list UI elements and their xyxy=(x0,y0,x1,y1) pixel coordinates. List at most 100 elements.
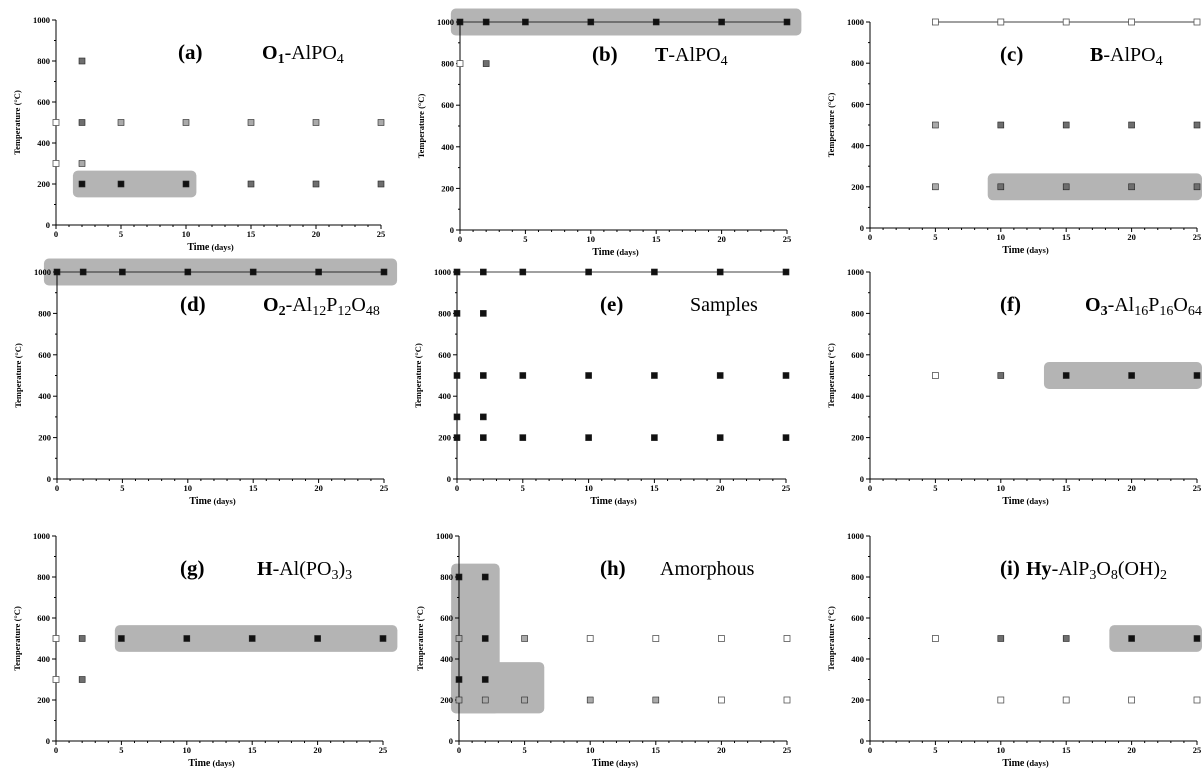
y-tick-label: 1000 xyxy=(33,531,50,541)
panel-title-part: (OH) xyxy=(1118,558,1160,580)
y-axis-label: Temperature (°C) xyxy=(826,343,836,408)
x-tick-label: 10 xyxy=(997,232,1006,242)
x-axis-label-unit: (days) xyxy=(1024,758,1048,768)
panel-e: 0 200 400 600 800 1000 0 5 10 15 20 25 Temperature (… xyxy=(413,267,790,507)
data-point xyxy=(247,180,255,188)
data-point xyxy=(117,180,125,188)
x-axis-label: Time (days) xyxy=(1002,496,1049,507)
data-point xyxy=(586,635,594,642)
data-point xyxy=(480,268,487,276)
x-axis-label: Time (days) xyxy=(187,242,234,253)
panel-title: O2-Al12P12O48 xyxy=(263,294,380,319)
panel-title-part: -Al xyxy=(286,294,313,316)
x-tick-label: 0 xyxy=(868,745,872,755)
x-axis-label: Time (days) xyxy=(1002,758,1049,769)
data-point xyxy=(119,268,126,276)
x-axis-label-main: Time xyxy=(189,496,212,507)
data-point xyxy=(249,268,257,276)
y-tick-label: 1000 xyxy=(33,15,50,25)
panel-i: 0 200 400 600 800 1000 0 5 10 15 20 25 Temperature (… xyxy=(826,531,1202,769)
panel-title-part: O xyxy=(351,294,365,316)
panel-title-part: 16 xyxy=(1159,304,1173,319)
y-tick-label: 600 xyxy=(851,350,864,360)
data-point xyxy=(453,310,461,317)
panel-f: 0 200 400 600 800 1000 0 5 10 15 20 25 Temperature (… xyxy=(826,267,1202,507)
x-tick-label: 15 xyxy=(650,483,659,493)
y-tick-label: 400 xyxy=(851,391,864,401)
y-tick-label: 800 xyxy=(851,572,864,582)
panel-title-part: Hy xyxy=(1026,558,1052,580)
y-tick-label: 200 xyxy=(851,182,864,192)
y-tick-label: 1000 xyxy=(437,17,454,27)
x-tick-label: 25 xyxy=(783,234,792,244)
data-point xyxy=(585,268,592,276)
data-point xyxy=(453,268,461,276)
y-tick-label: 600 xyxy=(37,613,50,623)
data-point xyxy=(718,696,725,704)
data-point xyxy=(480,310,487,317)
y-axis-label: Temperature (°C) xyxy=(12,606,22,671)
panel-title-part: 4 xyxy=(1156,54,1163,69)
data-point xyxy=(1128,121,1135,129)
panel-d: 0 200 400 600 800 1000 0 5 10 15 20 25 Temperature (… xyxy=(13,258,398,507)
y-tick-label: 200 xyxy=(851,433,864,443)
panel-letter: (a) xyxy=(178,40,203,64)
data-point xyxy=(716,434,724,441)
x-tick-label: 20 xyxy=(716,483,725,493)
x-tick-label: 10 xyxy=(584,483,593,493)
data-point xyxy=(315,268,322,276)
x-tick-label: 5 xyxy=(933,745,937,755)
panel-title-part: 64 xyxy=(1188,304,1202,319)
panel-title-part: P xyxy=(326,294,337,316)
x-tick-label: 5 xyxy=(119,745,123,755)
y-tick-label: 0 xyxy=(46,220,50,230)
data-point xyxy=(519,434,527,441)
panel-title-part: O xyxy=(1096,558,1110,580)
data-point xyxy=(482,60,490,67)
data-point xyxy=(248,635,256,642)
data-point xyxy=(651,268,658,276)
x-axis-label-main: Time xyxy=(187,242,210,253)
data-point xyxy=(455,676,463,683)
x-axis-label-unit: (days) xyxy=(612,496,636,506)
y-tick-label: 0 xyxy=(449,736,453,746)
panel-title-part: T xyxy=(655,44,669,66)
panel-title-part: 1 xyxy=(278,52,285,67)
y-tick-label: 800 xyxy=(37,56,50,66)
x-tick-label: 5 xyxy=(523,234,527,244)
x-tick-label: 20 xyxy=(313,745,322,755)
x-tick-label: 15 xyxy=(247,229,256,239)
x-axis-label-main: Time xyxy=(592,247,615,258)
y-tick-label: 400 xyxy=(851,141,864,151)
panel-title-part: -AlPO xyxy=(1103,44,1155,66)
panel-h: 0 200 400 600 800 1000 0 5 10 15 20 25 Temperature (… xyxy=(415,531,791,769)
data-point xyxy=(481,696,489,704)
data-point xyxy=(455,573,463,581)
data-point xyxy=(1062,635,1070,642)
x-tick-label: 15 xyxy=(249,483,258,493)
data-point xyxy=(456,18,464,26)
data-point xyxy=(932,121,939,129)
x-tick-label: 25 xyxy=(782,483,791,493)
y-tick-label: 1000 xyxy=(34,267,51,277)
panel-title: B-AlPO4 xyxy=(1090,44,1163,69)
x-tick-label: 15 xyxy=(1062,232,1071,242)
x-tick-label: 0 xyxy=(54,229,58,239)
panel-title-part: -AlPO xyxy=(285,42,337,64)
panel-title-part: Amorphous xyxy=(660,558,755,580)
y-tick-label: 0 xyxy=(860,736,864,746)
data-point xyxy=(456,60,464,67)
x-axis-label-unit: (days) xyxy=(211,496,235,506)
x-tick-label: 10 xyxy=(586,745,595,755)
panel-a: 0 200 400 600 800 1000 0 5 10 15 20 25 Temperature (… xyxy=(12,15,385,253)
data-point xyxy=(932,635,939,642)
panel-letter: (f) xyxy=(1000,292,1021,316)
data-point xyxy=(480,434,487,441)
panel-title-part: O xyxy=(263,294,279,316)
x-axis-label: Time (days) xyxy=(188,758,235,769)
data-point xyxy=(1193,696,1201,704)
data-point xyxy=(379,635,387,642)
panel-title-part: -AlPO xyxy=(668,44,720,66)
y-tick-label: 200 xyxy=(37,695,50,705)
data-point xyxy=(1193,372,1201,379)
